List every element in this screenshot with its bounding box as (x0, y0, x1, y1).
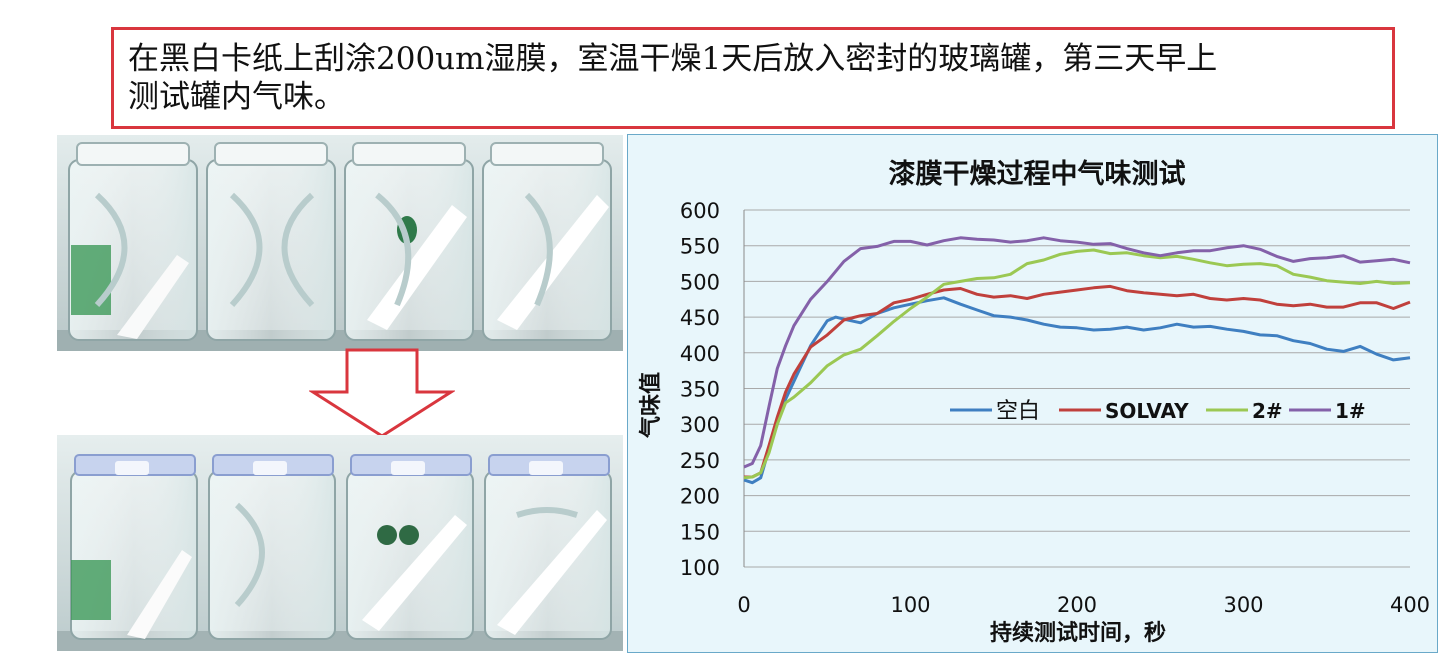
jar-2 (206, 142, 336, 341)
y-tick-500: 500 (680, 270, 720, 294)
x-tick-300: 300 (1223, 593, 1263, 617)
jar-3 (344, 142, 474, 341)
jar-photo-top-graphic (57, 135, 623, 351)
odor-line-chart: 漆膜干燥过程中气味测试 100 150 200 250 300 350 400 450 500 5… (638, 159, 1430, 646)
y-tick-labels: 100 150 200 250 300 350 400 450 500 550 600 (680, 199, 720, 580)
x-tick-400: 400 (1390, 593, 1430, 617)
y-axis-label: 气味值 (638, 372, 664, 439)
sealed-jar-2 (208, 454, 336, 640)
jar-4 (482, 142, 612, 341)
series-line-2 (744, 284, 1411, 479)
legend-label-3: 2# (1252, 399, 1283, 423)
series-line-1 (743, 296, 1411, 485)
y-tick-100: 100 (680, 556, 720, 580)
photo-open-jars (57, 135, 623, 351)
y-tick-300: 300 (680, 413, 720, 437)
x-tick-200: 200 (1057, 593, 1097, 617)
x-axis-label: 持续测试时间，秒 (990, 620, 1166, 646)
chart-legend: 空白 SOLVAY 2# 1# (950, 399, 1366, 424)
y-tick-450: 450 (680, 306, 720, 330)
y-tick-350: 350 (680, 378, 720, 402)
sealed-jar-3 (346, 454, 474, 640)
jar-photo-bottom-graphic (57, 435, 623, 651)
x-tick-0: 0 (737, 593, 750, 617)
legend-label-1: 空白 (996, 399, 1040, 424)
series-lines (743, 236, 1411, 485)
down-arrow-icon (307, 348, 457, 444)
grid-lines (743, 209, 1410, 568)
y-tick-550: 550 (680, 235, 720, 259)
instruction-note: 在黑白卡纸上刮涂200um湿膜，室温干燥1天后放入密封的玻璃罐，第三天早上 测试… (111, 27, 1395, 129)
series-line-4 (743, 236, 1411, 469)
y-tick-400: 400 (680, 342, 720, 366)
x-tick-labels: 0 100 200 300 400 (737, 593, 1430, 617)
chart-title: 漆膜干燥过程中气味测试 (889, 159, 1186, 190)
legend-label-2: SOLVAY (1105, 399, 1189, 423)
x-tick-100: 100 (890, 593, 930, 617)
instruction-line-2: 测试罐内气味。 (128, 79, 345, 115)
sealed-jar-4 (484, 454, 612, 640)
photo-sealed-jars (57, 435, 623, 651)
series-line-3 (743, 248, 1411, 480)
y-tick-200: 200 (680, 485, 720, 509)
down-arrow-graphic (307, 348, 457, 438)
legend-label-4: 1# (1335, 399, 1366, 423)
jar-1 (68, 142, 198, 341)
instruction-line-1: 在黑白卡纸上刮涂200um湿膜，室温干燥1天后放入密封的玻璃罐，第三天早上 (128, 41, 1218, 77)
sealed-jar-1 (70, 454, 198, 640)
y-tick-600: 600 (680, 199, 720, 223)
y-tick-250: 250 (680, 449, 720, 473)
y-tick-150: 150 (680, 520, 720, 544)
odor-chart-panel: 漆膜干燥过程中气味测试 100 150 200 250 300 350 400 450 500 5… (627, 134, 1438, 653)
